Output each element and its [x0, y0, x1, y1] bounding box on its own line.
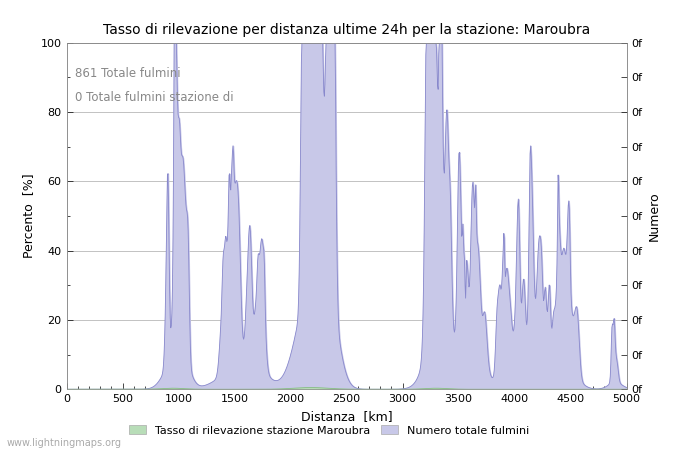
Text: 0 Totale fulmini stazione di: 0 Totale fulmini stazione di [75, 91, 234, 104]
X-axis label: Distanza  [km]: Distanza [km] [301, 410, 392, 423]
Y-axis label: Percento  [%]: Percento [%] [22, 174, 35, 258]
Y-axis label: Numero: Numero [648, 191, 661, 241]
Title: Tasso di rilevazione per distanza ultime 24h per la stazione: Maroubra: Tasso di rilevazione per distanza ultime… [103, 23, 590, 37]
Legend: Tasso di rilevazione stazione Maroubra, Numero totale fulmini: Tasso di rilevazione stazione Maroubra, … [125, 421, 533, 440]
Text: 861 Totale fulmini: 861 Totale fulmini [75, 67, 181, 80]
Text: www.lightningmaps.org: www.lightningmaps.org [7, 438, 122, 448]
